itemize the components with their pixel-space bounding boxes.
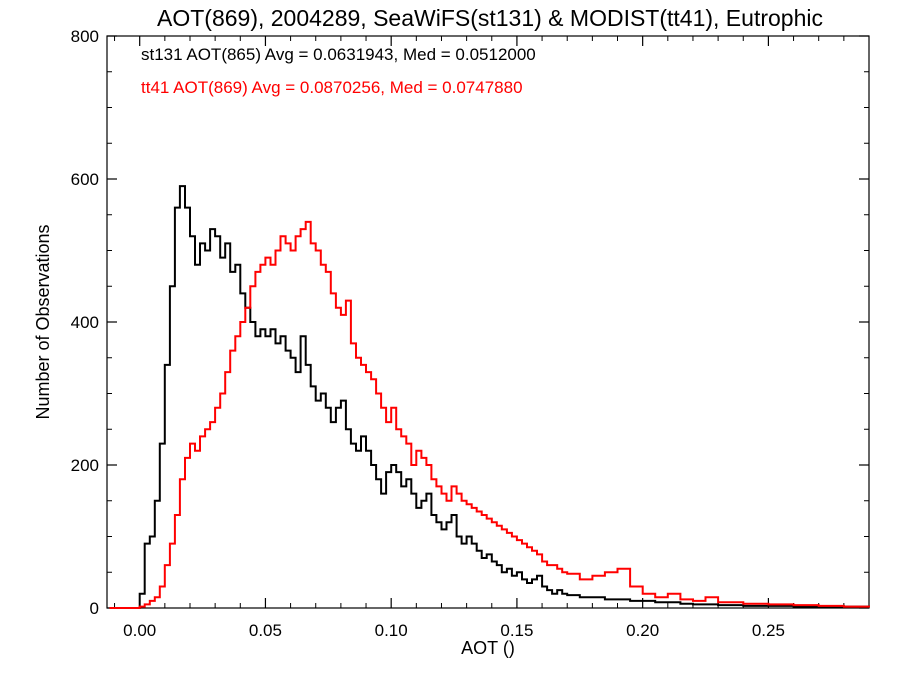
annotation-st131: st131 AOT(865) Avg = 0.0631943, Med = 0.… [141,45,536,64]
y-tick-label: 200 [71,456,99,475]
y-tick-label: 600 [71,170,99,189]
x-tick-label: 0.10 [375,621,408,640]
x-tick-label: 0.15 [500,621,533,640]
y-axis-label: Number of Observations [33,224,53,419]
y-tick-label: 400 [71,313,99,332]
y-tick-label: 0 [90,599,99,618]
x-tick-label: 0.20 [626,621,659,640]
x-tick-label: 0.00 [123,621,156,640]
annotation-tt41: tt41 AOT(869) Avg = 0.0870256, Med = 0.0… [141,78,523,97]
y-tick-label: 800 [71,27,99,46]
plot-frame [106,35,870,609]
series-layer [109,185,870,609]
x-tick-label: 0.05 [249,621,282,640]
x-tick-label: 0.25 [752,621,785,640]
x-axis: 0.00 0.05 0.10 0.15 0.20 0.25 [114,36,870,640]
series-line-0 [109,185,870,609]
y-axis: 0 200 400 600 800 [71,27,869,618]
chart-title: AOT(869), 2004289, SeaWiFS(st131) & MODI… [157,5,823,31]
series-line-1 [109,220,870,609]
x-axis-label: AOT () [461,638,515,658]
